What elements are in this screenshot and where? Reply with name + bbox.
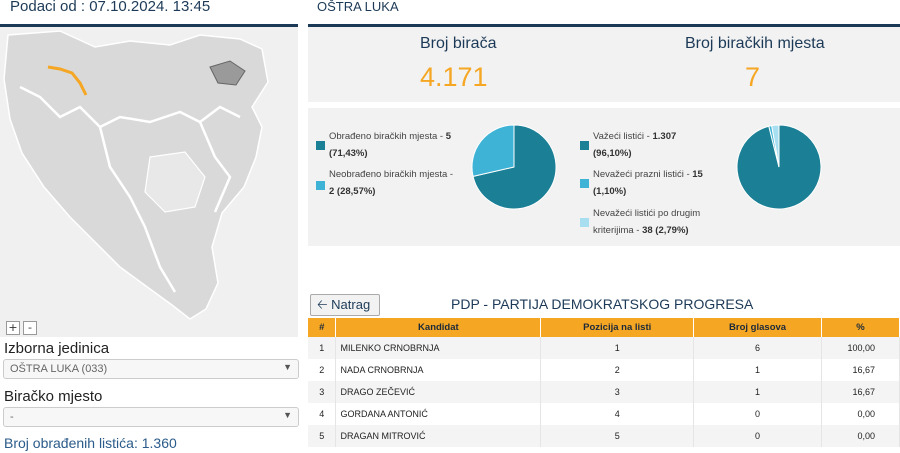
legend-swatch: [316, 141, 325, 150]
stations-value: 7: [745, 62, 761, 92]
legend-processed: Obrađeno biračkih mjesta - 5 (71,43%): [329, 131, 451, 159]
table-row[interactable]: 4 GORDANA ANTONIĆ 4 0 0,00: [308, 403, 900, 425]
legend-swatch: [580, 141, 589, 150]
region-highlight-shape: [209, 60, 246, 86]
cell-votes: 1: [693, 381, 822, 403]
cell-position: 1: [540, 337, 695, 359]
col-header-position[interactable]: Pozicija na listi: [540, 318, 695, 337]
entity-border: [198, 121, 232, 213]
legend-valid: Važeći listići - 1.307 (96,10%): [593, 131, 677, 159]
col-header-candidate[interactable]: Kandidat: [335, 318, 542, 337]
entity-border: [19, 85, 241, 129]
unit-select-value: OŠTRA LUKA (033): [10, 363, 108, 375]
selected-region-border: [47, 65, 88, 96]
legend-swatch: [316, 181, 325, 190]
legend-unprocessed: Neobrađeno biračkih mjesta - 2 (28,57%): [329, 169, 454, 197]
processed-count: Broj obrađenih listića: 1.360: [4, 435, 177, 451]
col-header-percent[interactable]: %: [821, 318, 900, 337]
legend-blank: Nevažeći prazni listići - 15 (1,10%): [593, 169, 703, 197]
party-title: PDP - PARTIJA DEMOKRATSKOG PROGRESA: [451, 296, 754, 312]
back-button-label: Natrag: [331, 297, 371, 312]
cell-index: 1: [308, 337, 337, 359]
col-header-votes[interactable]: Broj glasova: [693, 318, 822, 337]
cell-index: 4: [308, 403, 337, 425]
cell-position: 2: [540, 359, 695, 381]
entity-border: [98, 126, 177, 293]
map[interactable]: [0, 27, 298, 337]
zoom-in-button[interactable]: +: [6, 321, 20, 335]
pie-slice-1: [471, 124, 515, 177]
legend-swatch: [580, 218, 589, 227]
cell-percent: 16,67: [821, 381, 900, 403]
station-label: Biračko mjesto: [4, 388, 103, 405]
bih-map[interactable]: [0, 27, 298, 337]
cell-position: 5: [540, 425, 695, 447]
stations-title: Broj biračkih mjesta: [685, 35, 825, 52]
arrow-left-icon: 🡠: [317, 297, 328, 312]
table-row[interactable]: 5 DRAGAN MITROVIĆ 5 0 0,00: [308, 425, 900, 447]
pie-slice-2: [771, 124, 780, 168]
unit-select[interactable]: OŠTRA LUKA (033) ▼: [3, 359, 299, 379]
cell-percent: 16,67: [821, 359, 900, 381]
cell-index: 2: [308, 359, 337, 381]
legend-swatch: [580, 179, 589, 188]
table-row[interactable]: 3 DRAGO ZEČEVIĆ 3 1 16,67: [308, 381, 900, 403]
cell-candidate: MILENKO CRNOBRNJA: [335, 337, 542, 359]
cell-candidate: NADA CRNOBRNJA: [335, 359, 542, 381]
unit-header-title: OŠTRA LUKA: [317, 0, 399, 14]
unit-label: Izborna jedinica: [4, 340, 110, 357]
timestamp-text: Podaci od : 07.10.2024. 13:45: [10, 0, 211, 15]
charts-panel: Obrađeno biračkih mjesta - 5 (71,43%) Neo…: [308, 108, 900, 246]
col-header-index[interactable]: #: [308, 318, 337, 337]
unit-header: OŠTRA LUKA: [308, 0, 900, 27]
legend-other-invalid: Nevažeći listići po drugim kriterijima - …: [593, 208, 701, 236]
cell-candidate: GORDANA ANTONIĆ: [335, 403, 542, 425]
cell-candidate: DRAGAN MITROVIĆ: [335, 425, 542, 447]
chevron-down-icon: ▼: [283, 362, 292, 372]
stations-pie-chart: [471, 124, 557, 210]
cell-votes: 1: [693, 359, 822, 381]
stats-panel: Broj birača 4.171 Broj biračkih mjesta 7: [308, 27, 900, 102]
right-panel: OŠTRA LUKA Broj birača 4.171 Broj biračk…: [308, 0, 900, 453]
table-row[interactable]: 2 NADA CRNOBRNJA 2 1 16,67: [308, 359, 900, 381]
voters-title: Broj birača: [420, 35, 497, 52]
cell-index: 5: [308, 425, 337, 447]
cell-votes: 0: [693, 403, 822, 425]
voters-value: 4.171: [420, 62, 488, 92]
zoom-out-button[interactable]: -: [23, 321, 37, 335]
back-button[interactable]: 🡠 Natrag: [310, 294, 380, 316]
candidates-table: # Kandidat Pozicija na listi Broj glasov…: [308, 318, 900, 447]
cell-position: 4: [540, 403, 695, 425]
region-shape: [144, 151, 206, 213]
chevron-down-icon: ▼: [283, 410, 292, 420]
cell-percent: 100,00: [821, 337, 900, 359]
table-header-row: # Kandidat Pozicija na listi Broj glasov…: [308, 318, 900, 337]
cell-votes: 0: [693, 425, 822, 447]
cell-candidate: DRAGO ZEČEVIĆ: [335, 381, 542, 403]
country-shape: [3, 30, 269, 320]
pie-slice-0: [472, 124, 557, 210]
table-row[interactable]: 1 MILENKO CRNOBRNJA 1 6 100,00: [308, 337, 900, 359]
cell-percent: 0,00: [821, 403, 900, 425]
data-timestamp-header: Podaci od : 07.10.2024. 13:45: [0, 0, 298, 27]
cell-index: 3: [308, 381, 337, 403]
cell-votes: 6: [693, 337, 822, 359]
cell-percent: 0,00: [821, 425, 900, 447]
ballots-pie-chart: [736, 124, 822, 210]
station-select[interactable]: - ▼: [3, 407, 299, 427]
left-panel: Podaci od : 07.10.2024. 13:45 + - Izborn…: [0, 0, 302, 453]
station-select-value: -: [10, 411, 14, 423]
cell-position: 3: [540, 381, 695, 403]
